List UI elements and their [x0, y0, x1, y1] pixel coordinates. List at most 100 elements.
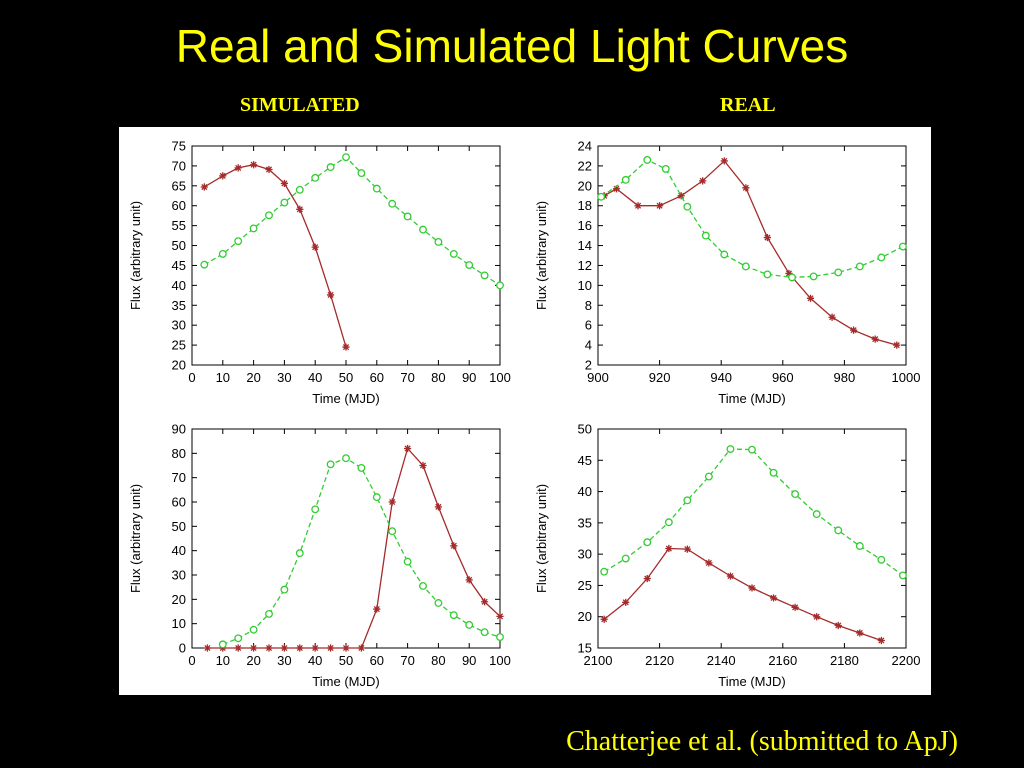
y-tick-label: 30 — [578, 547, 592, 562]
y-tick-label: 25 — [578, 578, 592, 593]
green-series-line — [600, 159, 904, 279]
red-series-point — [342, 644, 350, 652]
x-axis-label: Time (MJD) — [312, 391, 379, 406]
red-series-point — [769, 594, 778, 602]
green-series-point — [834, 268, 843, 277]
x-tick-label: 40 — [308, 653, 322, 668]
red-series-point — [465, 576, 473, 584]
green-series-point — [704, 472, 713, 481]
green-series-point — [643, 538, 652, 547]
green-series-point — [465, 620, 474, 629]
green-series-point — [877, 253, 886, 262]
x-tick-label: 940 — [710, 370, 732, 385]
red-series-point — [327, 291, 335, 299]
red-series-point — [834, 621, 842, 630]
green-series-point — [496, 633, 504, 641]
x-tick-label: 90 — [462, 653, 476, 668]
red-series-point — [856, 629, 864, 637]
x-tick-label: 80 — [431, 370, 445, 385]
x-tick-label: 2160 — [768, 653, 797, 668]
red-series-point — [388, 498, 396, 506]
red-series-point — [342, 343, 350, 351]
y-tick-label: 50 — [578, 422, 592, 437]
x-tick-label: 980 — [834, 370, 856, 385]
green-series-point — [326, 460, 335, 469]
red-series-point — [265, 165, 273, 174]
red-series-point — [813, 613, 821, 621]
red-series-point — [665, 544, 673, 553]
red-series-point — [705, 559, 713, 567]
green-series-point — [465, 261, 474, 270]
red-series-point — [726, 572, 735, 580]
green-series-line — [203, 156, 501, 286]
green-series-point — [265, 211, 273, 220]
y-tick-label: 20 — [578, 178, 592, 193]
green-series-point — [249, 224, 258, 233]
x-axis-label: Time (MJD) — [718, 391, 785, 406]
y-axis-label: Flux (arbitrary unit) — [534, 201, 549, 310]
red-series-point — [203, 644, 211, 652]
red-series-point — [450, 542, 458, 550]
y-axis-label: Flux (arbitrary unit) — [534, 484, 549, 593]
red-series-point — [296, 644, 304, 652]
green-series-point — [480, 628, 489, 637]
green-series-point — [788, 273, 796, 282]
green-series-point — [218, 249, 227, 258]
plot-frame — [597, 428, 907, 649]
x-tick-label: 2200 — [892, 653, 921, 668]
red-series-point — [622, 598, 630, 606]
green-series-point — [342, 153, 350, 162]
red-series-point — [200, 183, 208, 191]
x-tick-label: 900 — [587, 370, 609, 385]
green-series-point — [748, 445, 756, 454]
y-tick-label: 40 — [578, 484, 592, 499]
green-series-point — [664, 518, 673, 527]
red-series-point — [748, 584, 756, 592]
green-series-point — [449, 611, 458, 620]
red-series-point — [806, 294, 815, 302]
x-tick-label: 10 — [216, 370, 230, 385]
red-series-point — [234, 164, 242, 172]
red-series-point — [656, 202, 664, 210]
green-series-point — [434, 238, 443, 246]
green-series-point — [600, 567, 609, 576]
y-tick-label: 70 — [172, 158, 186, 173]
y-axis-label: Flux (arbitrary unit) — [128, 484, 143, 593]
slide-title: Real and Simulated Light Curves — [175, 20, 849, 72]
y-tick-label: 15 — [578, 641, 592, 656]
y-tick-label: 70 — [172, 470, 186, 485]
y-tick-label: 30 — [172, 318, 186, 333]
x-tick-label: 2120 — [645, 653, 674, 668]
red-series-point — [280, 179, 288, 188]
red-series-point — [280, 644, 288, 652]
green-series-point — [419, 582, 427, 590]
green-series-point — [280, 198, 289, 207]
red-series-line — [603, 159, 897, 346]
x-tick-label: 60 — [370, 653, 384, 668]
red-series-point — [250, 161, 258, 169]
y-tick-label: 35 — [578, 515, 592, 530]
chart-2: 900 920 940 960 980 100024681012141618202224T… — [534, 139, 920, 407]
red-series-point — [404, 444, 412, 453]
red-series-point — [677, 192, 685, 200]
green-series-point — [234, 634, 243, 643]
green-series-point — [249, 625, 258, 634]
red-series-point — [311, 243, 319, 251]
green-series-point — [621, 175, 630, 184]
chart-3: 0 10 20 30 40 50 60 70 80 90 100 0 10 20 30 40 50 60 70 80 9… — [128, 422, 511, 690]
y-tick-label: 75 — [172, 139, 186, 154]
red-series-line — [203, 164, 347, 348]
y-tick-label: 30 — [172, 568, 186, 583]
red-series-point — [791, 603, 799, 611]
green-series-point — [763, 270, 772, 279]
red-series-point — [850, 326, 858, 334]
x-tick-label: 70 — [400, 653, 414, 668]
green-series-point — [419, 225, 427, 234]
green-series-point — [855, 542, 864, 550]
x-tick-label: 30 — [277, 370, 291, 385]
red-series-point — [250, 644, 258, 652]
green-series-point — [342, 454, 350, 463]
x-tick-label: 2140 — [707, 653, 736, 668]
red-series-point — [763, 233, 771, 242]
green-series-point — [597, 192, 606, 201]
